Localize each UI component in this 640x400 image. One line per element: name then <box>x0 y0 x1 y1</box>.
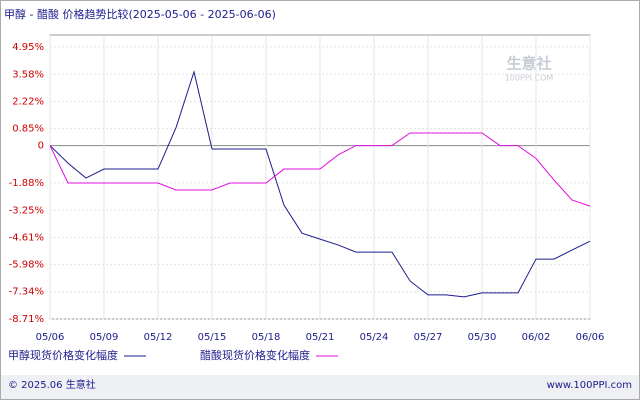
x-tick-label: 05/18 <box>252 332 281 343</box>
x-tick-label: 05/09 <box>90 332 119 343</box>
x-tick-label: 05/24 <box>360 332 389 343</box>
y-tick-label: 0 <box>38 141 44 152</box>
x-tick-label: 05/15 <box>198 332 227 343</box>
y-tick-label: 3.58% <box>12 69 44 80</box>
y-tick-label: -1.88% <box>9 178 44 189</box>
y-tick-label: -3.25% <box>9 205 44 216</box>
y-tick-label: 0.85% <box>12 124 44 135</box>
legend-label: 甲醇现货价格变化幅度 <box>8 348 118 362</box>
watermark: 生意社 <box>506 55 551 73</box>
series-line <box>49 70 591 298</box>
x-tick-label: 05/30 <box>468 332 497 343</box>
source: www.100PPI.com <box>547 380 632 391</box>
footer: © 2025.06 生意社 <box>8 378 96 391</box>
x-tick-label: 06/06 <box>576 332 605 343</box>
y-tick-label: 4.95% <box>12 42 44 53</box>
x-tick-label: 05/27 <box>414 332 443 343</box>
footer-band <box>1 375 639 399</box>
x-tick-label: 06/02 <box>522 332 551 343</box>
y-tick-label: 2.22% <box>12 96 44 107</box>
chart-title: 甲醇 - 醋酸 价格趋势比较(2025-05-06 - 2025-06-06) <box>4 7 276 21</box>
y-tick-label: -4.61% <box>9 232 44 243</box>
y-tick-label: -5.98% <box>9 260 44 271</box>
legend-label: 醋酸现货价格变化幅度 <box>200 348 310 362</box>
x-tick-label: 05/06 <box>36 332 65 343</box>
x-tick-label: 05/21 <box>306 332 335 343</box>
y-tick-label: -8.71% <box>9 314 44 325</box>
watermark-sub: 100PPI.COM <box>505 74 554 83</box>
x-tick-label: 05/12 <box>144 332 173 343</box>
y-tick-label: -7.34% <box>9 287 44 298</box>
series-line <box>49 132 591 207</box>
